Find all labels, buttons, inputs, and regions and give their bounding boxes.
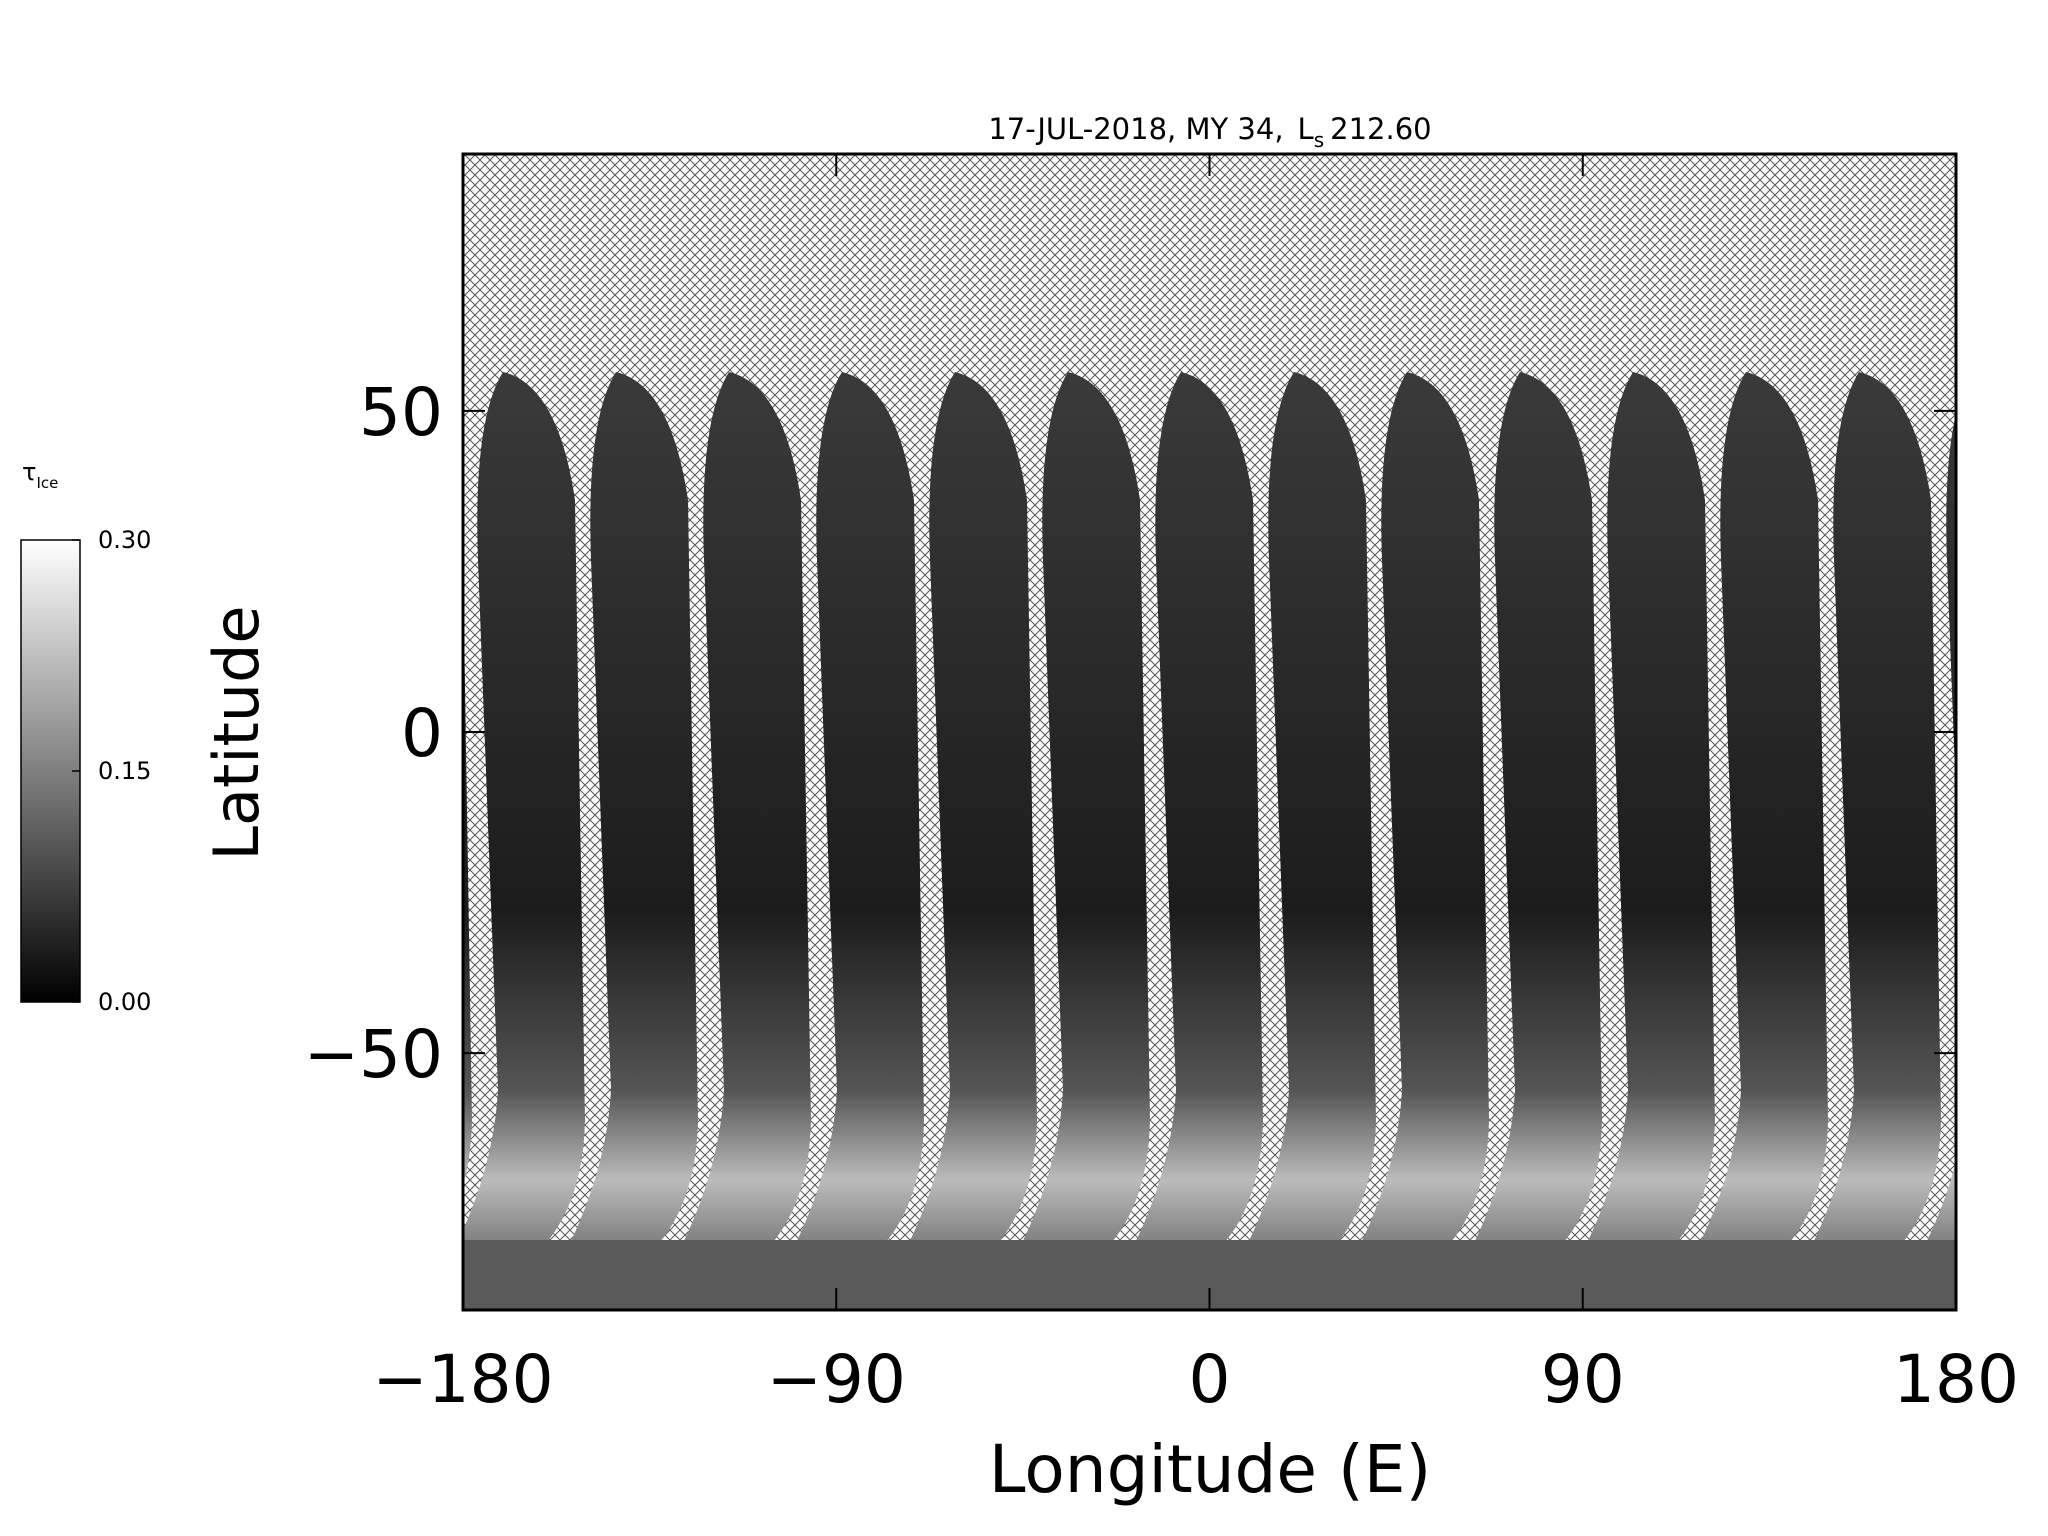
x-axis-label: Longitude (E) <box>989 1431 1431 1508</box>
swath <box>1234 372 1376 1270</box>
title-subscript: s <box>1314 128 1324 152</box>
swath <box>782 372 924 1270</box>
x-tick-label: −180 <box>372 1341 553 1418</box>
y-tick-label: 50 <box>359 374 443 451</box>
colorbar-subscript: Ice <box>36 474 58 492</box>
swaths <box>463 372 1956 1310</box>
x-tick-label: 90 <box>1541 1341 1625 1418</box>
swath <box>463 562 472 1185</box>
swath <box>1008 372 1150 1270</box>
colorbar <box>20 539 81 1003</box>
x-tick-label: 180 <box>1893 1341 2019 1418</box>
swath <box>1460 372 1602 1270</box>
y-axis-label: Latitude <box>200 605 273 860</box>
swath <box>556 372 698 1270</box>
swath <box>669 372 811 1270</box>
y-tick-label: −50 <box>304 1016 443 1093</box>
swath <box>1912 414 1956 1270</box>
swath <box>1121 372 1263 1270</box>
swath <box>1347 372 1489 1270</box>
swath <box>1799 372 1941 1270</box>
colorbar-label: τIce <box>22 458 58 492</box>
colorbar-tick-label: 0.00 <box>98 988 151 1016</box>
colorbar-tick-label: 0.15 <box>98 757 151 785</box>
chart-title: 17-JUL-2018, MY 34, Ls 212.60 <box>988 112 1431 152</box>
swath <box>1686 372 1828 1270</box>
title-symbol: L <box>1298 112 1314 146</box>
title-value: 212.60 <box>1330 112 1431 146</box>
colorbar-symbol: τ <box>22 458 36 486</box>
y-tick-label: 0 <box>401 695 443 772</box>
colorbar-tick-label: 0.30 <box>98 526 151 554</box>
x-tick-label: 0 <box>1189 1341 1231 1418</box>
swath <box>1573 372 1715 1270</box>
swath <box>895 372 1037 1270</box>
swath <box>463 372 585 1269</box>
title-date: 17-JUL-2018, MY 34, <box>988 112 1283 146</box>
x-tick-label: −90 <box>767 1341 906 1418</box>
